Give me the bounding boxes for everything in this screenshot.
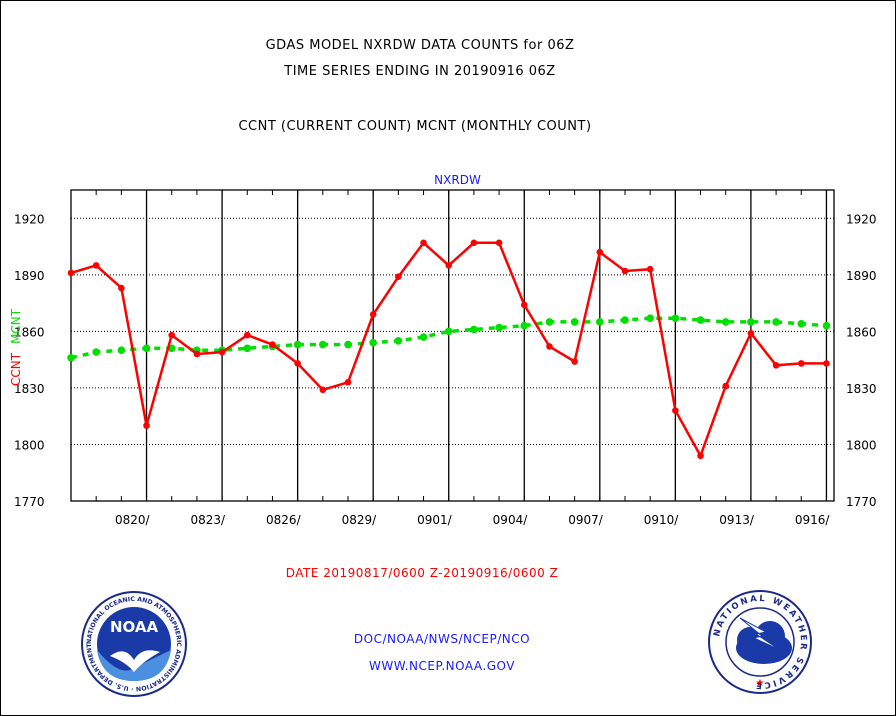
noaa-logo-icon: NOAA NATIONAL OCEANIC AND ATMOSPHERIC AD… [80,590,187,697]
ccnt-point [67,269,75,277]
mcnt-point [545,318,554,326]
x-tick-label: 0904/ [493,513,529,527]
svg-text:★: ★ [756,678,765,689]
mcnt-point [470,325,478,334]
y-tick-label-right: 1890 [846,269,877,283]
mcnt-point [243,344,252,353]
mcnt-point [721,318,730,326]
ccnt-point [823,360,830,367]
nws-logo-icon: ★ NATIONAL WEATHER SERVICE [708,590,812,694]
chart-title-line-3: CCNT (CURRENT COUNT) MCNT (MONTHLY COUNT… [238,119,592,134]
ccnt-point [596,248,604,256]
ccnt-point [420,239,427,247]
x-tick-label: 0829/ [342,513,378,527]
x-tick-label: 0901/ [417,513,453,527]
mcnt-point [495,323,503,332]
noaa-logo-text: NOAA [110,618,159,636]
ccnt-point [369,311,377,318]
x-tick-label: 0823/ [190,513,226,527]
ccnt-point [294,360,301,367]
mcnt-point [822,321,831,330]
y-tick-label-left: 1860 [14,325,45,339]
mcnt-point [117,346,126,355]
ccnt-point [445,262,453,269]
y-axis-label: CCNT MCNT [9,308,23,386]
chart-title-line-2: TIME SERIES ENDING IN 20190916 06Z [284,64,556,79]
date-range-label: DATE 20190817/0600 Z-20190916/0600 Z [285,566,559,580]
y-tick-label-left: 1830 [14,382,45,396]
y-tick-label-right: 1770 [846,495,877,509]
y-tick-label-right: 1920 [846,212,877,226]
x-tick-label: 0826/ [266,513,302,527]
ccnt-point [722,382,730,390]
mcnt-point [344,340,352,349]
mcnt-point [369,338,377,347]
mcnt-point [293,340,302,349]
mcnt-point [570,318,579,326]
mcnt-point [319,340,327,349]
ccnt-point [395,273,402,281]
ccnt-point [646,265,654,273]
y-tick-label-left: 1770 [14,495,45,509]
mcnt-point [696,316,705,324]
ccnt-point [470,239,478,247]
ccnt-point [747,329,755,337]
y-tick-label-left: 1800 [14,438,45,452]
x-tick-label: 0907/ [568,513,604,527]
mcnt-point [797,320,806,328]
ccnt-point [797,360,805,367]
chart-inner-title: NXRDW [434,173,481,187]
mcnt-point [142,344,151,353]
ccnt-point [218,348,226,356]
y-tick-label-right: 1860 [846,325,877,339]
mcnt-point [646,314,654,322]
ccnt-point [193,350,201,358]
ccnt-point [520,301,528,309]
mcnt-point [92,348,100,356]
y-tick-label-left: 1890 [14,269,45,283]
mcnt-point [67,353,75,362]
ccnt-point [118,284,125,292]
y-axis-label-mcnt: MCNT [9,308,23,344]
ccnt-point [571,358,578,365]
ccnt-point [143,422,150,429]
org-label: DOC/NOAA/NWS/NCEP/NCO [353,632,531,646]
x-tick-label: 0916/ [795,513,831,527]
ccnt-point [697,452,704,460]
mcnt-point [671,314,680,322]
mcnt-point [747,318,755,326]
y-tick-label-left: 1920 [14,212,45,226]
mcnt-point [444,327,453,336]
ccnt-point [243,331,251,339]
x-tick-label: 0820/ [115,513,151,527]
ccnt-point [772,361,780,369]
mcnt-point [419,333,428,341]
website-link[interactable]: WWW.NCEP.NOAA.GOV [369,659,515,673]
y-tick-label-right: 1800 [846,438,877,452]
ccnt-point [319,386,327,394]
y-axis-label-ccnt: CCNT [9,352,23,386]
mcnt-point [621,316,629,324]
ccnt-point [344,378,352,386]
mcnt-point [596,318,604,326]
x-tick-label: 0910/ [644,513,680,527]
x-tick-label: 0913/ [719,513,755,527]
mcnt-point [772,318,780,326]
ccnt-point [269,341,276,348]
ccnt-point [621,267,629,275]
ccnt-point [168,331,176,339]
ccnt-point [92,262,100,269]
mcnt-point [394,336,403,345]
chart-title-line-1: GDAS MODEL NXRDW DATA COUNTS for 06Z [265,38,575,53]
ccnt-point [672,407,679,414]
mcnt-point [520,321,529,330]
y-tick-label-right: 1830 [846,382,877,396]
plot-border [70,189,835,502]
ccnt-point [546,343,553,350]
ccnt-point [495,239,503,247]
